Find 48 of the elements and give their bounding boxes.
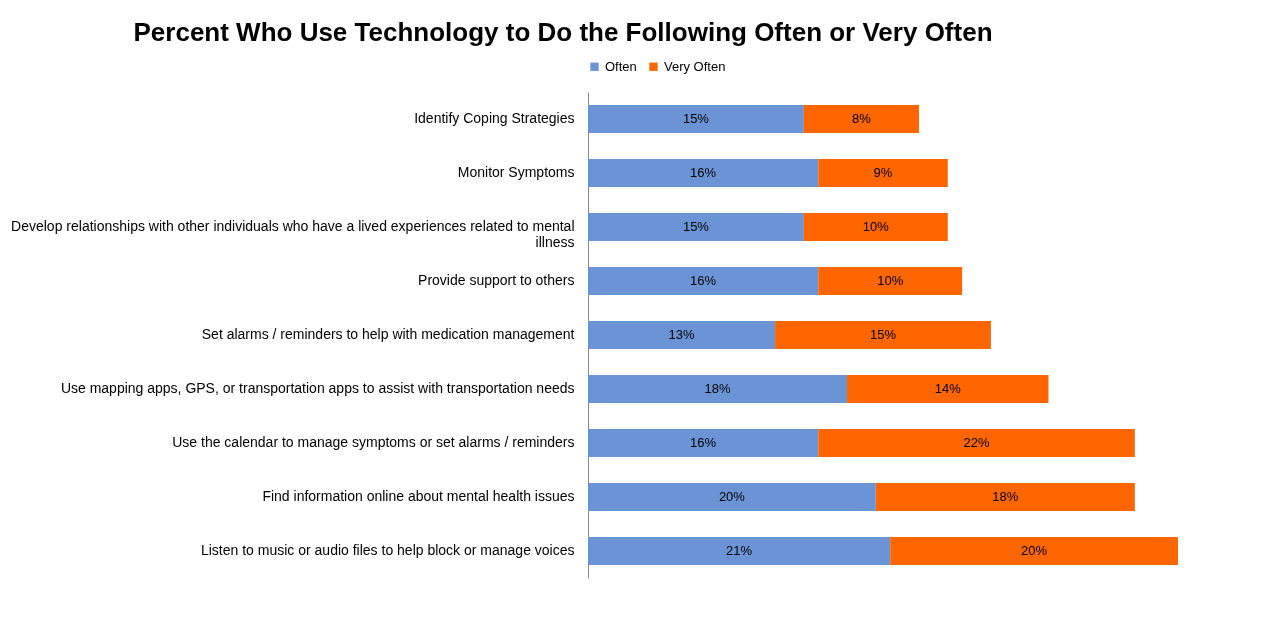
bar [588,266,819,296]
y-tick-label: Develop relationships with other individuals who have a lived experiences related to mental illness [11,218,575,250]
bar [588,374,848,404]
y-tick-label: Set alarms / reminders to help with medication management [201,326,575,342]
bar [818,158,948,188]
data-label: 10% [877,273,904,288]
bar [875,482,1135,512]
bar [588,428,819,458]
y-tick-label: Listen to music or audio files to help block or manage voices [200,542,575,558]
bar [588,158,819,188]
data-label: 15% [682,219,710,234]
bar [847,374,1049,404]
bar [818,266,963,296]
bar [588,482,876,512]
data-label: 9% [873,165,893,180]
data-label: 13% [668,327,695,342]
bar [588,536,891,566]
bar [803,104,919,134]
data-label: 18% [704,381,731,396]
bar [588,212,804,242]
bar [803,212,948,242]
data-label: 10% [862,219,890,234]
data-label: 8% [852,111,872,126]
legend-label: Often [605,58,637,74]
y-tick-label: Use mapping apps, GPS, or transportation apps to assist with transportation needs [60,380,575,396]
y-tick-label: Provide support to others [418,272,575,288]
y-tick-label: Find information online about mental health issues [262,488,575,504]
y-tick-label: Use the calendar to manage symptoms or set alarms / reminders [172,434,575,450]
bar [588,104,804,134]
data-label: 21% [726,543,753,558]
chart-title: Percent Who Use Technology to Do the Following Often or Very Often [133,17,993,47]
bar [775,320,991,350]
data-label: 16% [690,435,717,450]
legend-label: Very Often [664,58,726,74]
data-label: 20% [718,489,746,504]
y-tick-label: Identify Coping Strategies [414,110,575,126]
data-label: 20% [1021,543,1048,558]
data-label: 16% [690,165,717,180]
data-label: 18% [992,489,1019,504]
bar [588,320,776,350]
data-label: 16% [690,273,717,288]
data-label: 15% [682,111,710,126]
y-tick-label: Monitor Symptoms [457,164,575,180]
data-label: 15% [869,327,897,342]
bar [818,428,1135,458]
data-label: 14% [934,381,962,396]
bar [890,536,1178,566]
data-label: 22% [963,435,990,450]
